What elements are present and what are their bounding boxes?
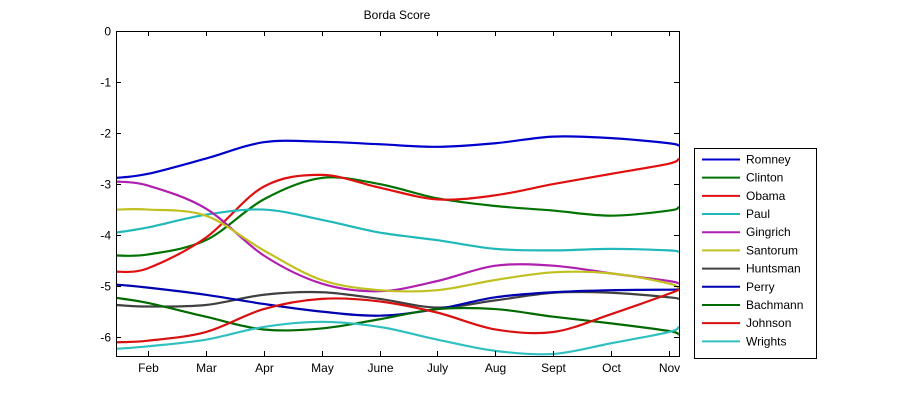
legend-item-wrights: Wrights bbox=[702, 334, 786, 348]
series-line-wrights bbox=[116, 320, 679, 356]
legend-label: Perry bbox=[746, 280, 775, 294]
legend-label: Santorum bbox=[746, 243, 798, 257]
series-line-clinton bbox=[116, 176, 679, 257]
x-tick-label: Apr bbox=[255, 361, 274, 375]
legend-item-clinton: Clinton bbox=[702, 171, 783, 185]
legend-label: Clinton bbox=[746, 171, 783, 185]
legend-label: Paul bbox=[746, 207, 770, 221]
series-layer bbox=[116, 135, 679, 356]
series-line-huntsman bbox=[116, 290, 679, 309]
legend-label: Wrights bbox=[746, 334, 786, 348]
chart-title: Borda Score bbox=[364, 8, 431, 22]
x-tick-label: Feb bbox=[138, 361, 159, 375]
legend-item-bachmann: Bachmann bbox=[702, 298, 803, 312]
legend-item-obama: Obama bbox=[702, 189, 786, 203]
y-tick-label: -5 bbox=[100, 280, 111, 294]
series-line-romney bbox=[116, 135, 679, 180]
axes-box bbox=[116, 31, 680, 357]
legend-label: Bachmann bbox=[746, 298, 803, 312]
series-line-obama bbox=[116, 157, 679, 274]
x-tick-label: May bbox=[311, 361, 334, 375]
legend-label: Johnson bbox=[746, 316, 791, 330]
series-line-johnson bbox=[116, 288, 679, 344]
plot-area bbox=[116, 31, 679, 356]
legend: Romney Clinton Obama Paul Gingrich Santorum Hu… bbox=[694, 148, 817, 359]
legend-item-perry: Perry bbox=[702, 280, 775, 294]
x-tick-label: Mar bbox=[196, 361, 217, 375]
x-tick-label: June bbox=[367, 361, 393, 375]
y-tick-label: -2 bbox=[100, 127, 111, 141]
series-line-paul bbox=[116, 208, 679, 254]
series-line-bachmann bbox=[116, 296, 679, 336]
legend-item-romney: Romney bbox=[702, 153, 791, 167]
y-tick-label: -1 bbox=[100, 76, 111, 90]
y-tick-label: 0 bbox=[104, 25, 111, 39]
y-tick-label: -6 bbox=[100, 331, 111, 345]
legend-label: Obama bbox=[746, 189, 786, 203]
y-tick-label: -4 bbox=[100, 229, 111, 243]
legend-item-huntsman: Huntsman bbox=[702, 262, 801, 276]
legend-label: Huntsman bbox=[746, 262, 801, 276]
legend-label: Gingrich bbox=[746, 225, 791, 239]
axes: 0 -1 -2 -3 -4 -5 -6 Feb Mar Apr May June July Aug Sept… bbox=[100, 25, 680, 376]
legend-item-paul: Paul bbox=[702, 207, 770, 221]
x-tick-label: Aug bbox=[485, 361, 506, 375]
x-tick-label: Sept bbox=[541, 361, 566, 375]
y-tick-label: -3 bbox=[100, 178, 111, 192]
legend-item-santorum: Santorum bbox=[702, 243, 798, 257]
x-tick-label: Nov bbox=[659, 361, 680, 375]
plot-background bbox=[116, 31, 679, 356]
x-tick-label: Oct bbox=[602, 361, 621, 375]
legend-item-gingrich: Gingrich bbox=[702, 225, 791, 239]
x-tick-label: July bbox=[427, 361, 448, 375]
series-line-santorum bbox=[116, 208, 679, 293]
legend-label: Romney bbox=[746, 153, 791, 167]
legend-item-johnson: Johnson bbox=[702, 316, 791, 330]
